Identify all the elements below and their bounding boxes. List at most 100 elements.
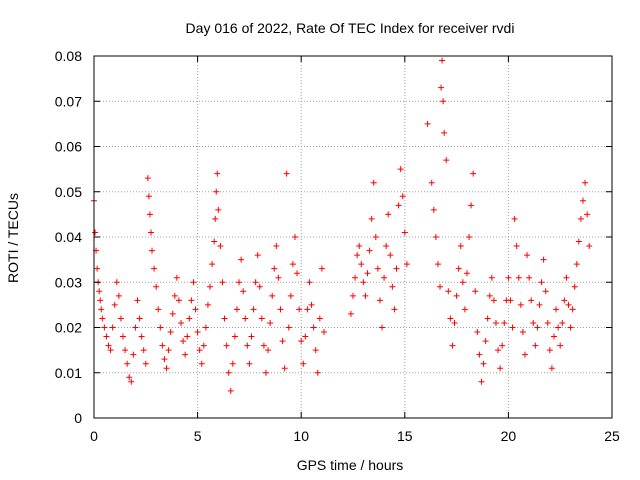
- data-point: [546, 347, 553, 354]
- chart-title: Day 016 of 2022, Rate Of TEC Index for r…: [186, 20, 515, 36]
- data-point: [134, 297, 141, 304]
- data-point: [521, 351, 528, 358]
- data-point: [320, 329, 327, 336]
- data-point: [582, 179, 589, 186]
- chart-grid: [94, 56, 612, 418]
- data-point: [109, 324, 116, 331]
- data-point: [144, 175, 151, 182]
- data-point: [548, 365, 555, 372]
- data-point: [294, 270, 301, 277]
- data-point: [128, 378, 135, 385]
- data-point: [393, 265, 400, 272]
- data-point: [221, 315, 228, 322]
- data-point: [441, 129, 448, 136]
- data-point: [190, 279, 197, 286]
- data-point: [244, 342, 251, 349]
- data-point: [511, 215, 518, 222]
- data-point: [204, 301, 211, 308]
- data-point: [285, 324, 292, 331]
- data-point: [267, 319, 274, 326]
- data-point: [440, 98, 447, 105]
- data-point: [223, 342, 230, 349]
- data-point: [180, 338, 187, 345]
- data-point: [389, 283, 396, 290]
- data-points: [91, 57, 593, 394]
- chart-axes: 0 5 10 15 20 25 0 0.01 0.02 0.03 0.04 0.05 0.06 0.07 0…: [55, 48, 620, 444]
- data-point: [550, 333, 557, 340]
- data-point: [374, 265, 381, 272]
- data-point: [561, 297, 568, 304]
- data-point: [480, 360, 487, 367]
- data-point: [227, 387, 234, 394]
- data-point: [445, 288, 452, 295]
- data-point: [262, 369, 269, 376]
- data-point: [155, 306, 162, 313]
- data-point: [451, 319, 458, 326]
- data-point: [534, 324, 541, 331]
- data-point: [107, 347, 114, 354]
- data-point: [252, 279, 259, 286]
- data-point: [145, 193, 152, 200]
- data-point: [140, 347, 147, 354]
- data-point: [304, 306, 311, 313]
- data-point: [437, 283, 444, 290]
- data-point: [517, 301, 524, 308]
- data-point: [196, 347, 203, 354]
- data-point: [105, 342, 112, 349]
- data-point: [167, 329, 174, 336]
- data-point: [507, 297, 514, 304]
- data-point: [182, 351, 189, 358]
- data-point: [184, 333, 191, 340]
- data-point: [192, 306, 199, 313]
- data-point: [236, 279, 243, 286]
- data-point: [98, 306, 105, 313]
- data-point: [117, 315, 124, 322]
- data-point: [455, 265, 462, 272]
- data-point: [96, 288, 103, 295]
- data-point: [484, 315, 491, 322]
- data-point: [149, 247, 156, 254]
- data-point: [438, 84, 445, 91]
- y-tick-label: 0.08: [55, 48, 82, 64]
- data-point: [495, 347, 502, 354]
- data-point: [497, 365, 504, 372]
- data-point: [565, 301, 572, 308]
- data-point: [312, 347, 319, 354]
- data-point: [178, 319, 185, 326]
- data-point: [424, 120, 431, 127]
- data-point: [579, 197, 586, 204]
- data-point: [395, 202, 402, 209]
- y-tick-label: 0: [74, 410, 82, 426]
- data-point: [281, 365, 288, 372]
- data-point: [200, 342, 207, 349]
- data-point: [432, 234, 439, 240]
- data-point: [557, 342, 564, 349]
- data-point: [515, 274, 522, 281]
- data-point: [124, 360, 131, 367]
- data-point: [509, 324, 516, 331]
- data-point: [434, 261, 441, 268]
- x-axis-label: GPS time / hours: [297, 457, 404, 473]
- data-point: [544, 319, 551, 326]
- data-point: [526, 274, 533, 281]
- data-point: [202, 324, 209, 331]
- data-point: [92, 229, 99, 236]
- data-point: [316, 315, 323, 322]
- data-point: [486, 292, 493, 299]
- data-point: [430, 206, 437, 213]
- data-point: [457, 243, 464, 250]
- data-point: [559, 319, 566, 326]
- y-tick-label: 0.03: [55, 274, 82, 290]
- y-tick-label: 0.04: [55, 229, 82, 245]
- data-point: [569, 306, 576, 313]
- data-point: [229, 360, 236, 367]
- data-point: [209, 261, 216, 268]
- data-point: [553, 306, 560, 313]
- data-point: [540, 256, 547, 263]
- data-point: [447, 315, 454, 322]
- data-point: [161, 356, 168, 363]
- data-point: [538, 279, 545, 286]
- data-point: [302, 333, 309, 340]
- data-point: [115, 292, 122, 299]
- data-point: [233, 306, 240, 313]
